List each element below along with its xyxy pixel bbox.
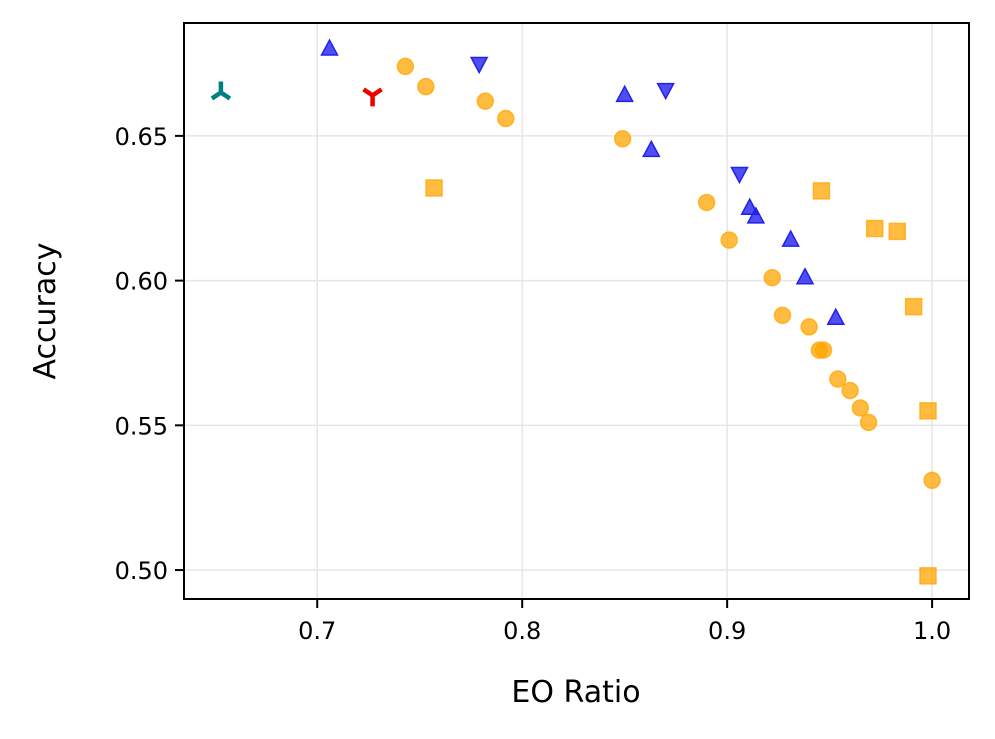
orange-square-point xyxy=(904,297,923,316)
points-layer xyxy=(210,38,941,585)
orange-circle-point xyxy=(476,92,495,110)
x-axis-label: EO Ratio xyxy=(511,675,640,710)
orange-circle-point xyxy=(851,399,870,417)
orange-circle-point xyxy=(829,370,847,388)
blue-triangle-up-point xyxy=(320,38,339,56)
x-tick-label: 0.9 xyxy=(708,617,746,645)
blue-triangle-up-point xyxy=(642,139,661,158)
x-tick-label: 0.8 xyxy=(503,617,541,645)
blue-triangle-down-point xyxy=(469,56,489,75)
orange-square-point xyxy=(919,567,937,585)
y-tick-label: 0.60 xyxy=(115,268,168,296)
orange-circle-point xyxy=(613,130,632,148)
blue-triangle-up-point xyxy=(746,206,766,224)
orange-circle-point xyxy=(720,231,738,249)
orange-circle-point xyxy=(497,109,515,128)
orange-circle-point xyxy=(859,413,878,432)
ticks-layer: 0.7 0.8 0.9 1.0 0.50 0.55 0.60 0.65 xyxy=(115,123,952,645)
orange-square-point xyxy=(888,222,907,241)
blue-triangle-up-point xyxy=(781,229,800,247)
orange-circle-point xyxy=(923,471,941,490)
plot-frame xyxy=(183,22,970,600)
grid-layer xyxy=(184,23,969,599)
orange-circle-point xyxy=(841,381,859,400)
y-tick-label: 0.65 xyxy=(115,123,168,151)
blue-triangle-up-point xyxy=(826,307,846,325)
orange-square-point xyxy=(919,402,937,420)
x-tick-label: 1.0 xyxy=(913,617,951,645)
blue-triangle-up-point xyxy=(615,84,634,103)
orange-circle-point xyxy=(773,306,792,325)
orange-circle-point xyxy=(763,268,781,287)
y-axis-label: Accuracy xyxy=(28,243,63,380)
blue-triangle-down-point xyxy=(656,82,675,101)
orange-square-point xyxy=(812,182,831,200)
orange-circle-point xyxy=(697,193,716,212)
blue-triangle-up-point xyxy=(795,267,815,285)
orange-circle-point xyxy=(396,57,415,76)
orange-square-point xyxy=(865,219,884,238)
red-tri-down-point xyxy=(362,87,383,107)
blue-triangle-down-point xyxy=(730,166,749,185)
orange-circle-point xyxy=(417,77,435,96)
x-tick-label: 0.7 xyxy=(298,617,336,645)
y-tick-label: 0.55 xyxy=(115,412,168,440)
orange-square-point xyxy=(425,179,443,197)
orange-circle-point xyxy=(800,318,818,336)
orange-circle-point xyxy=(814,341,833,359)
y-tick-label: 0.50 xyxy=(115,557,168,585)
teal-tri-up-point xyxy=(210,81,232,101)
